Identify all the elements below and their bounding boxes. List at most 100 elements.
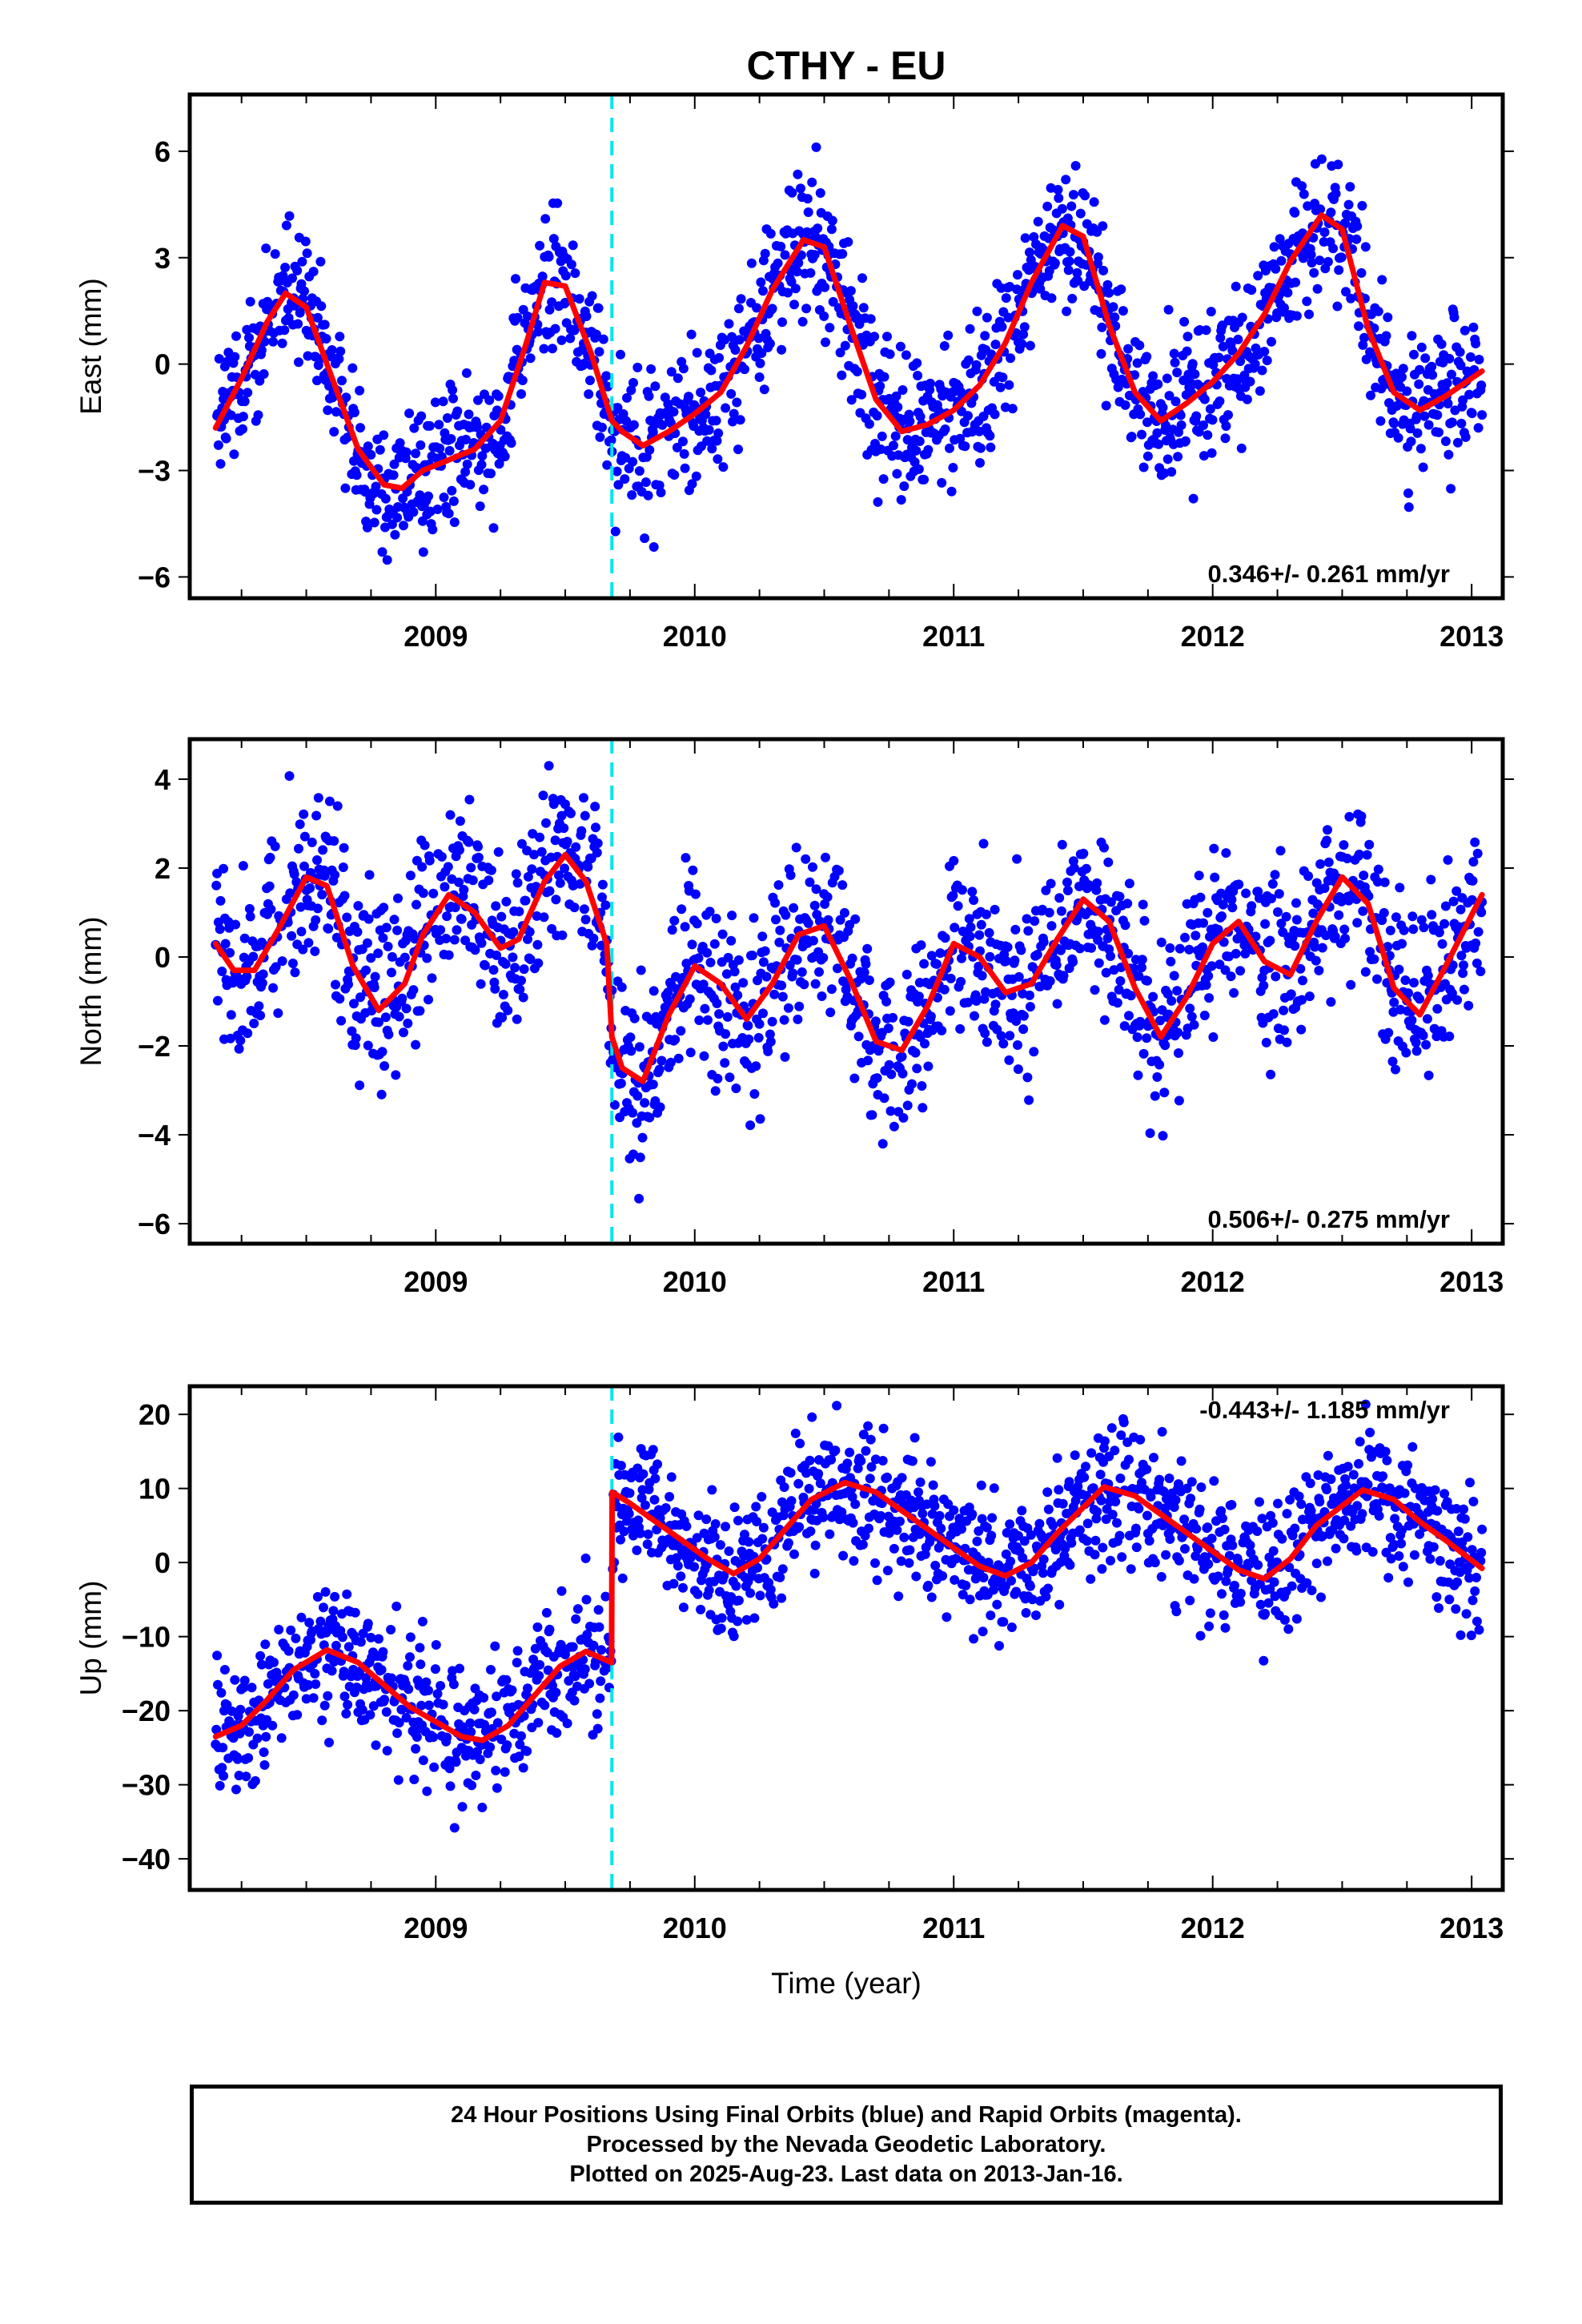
data-point (507, 1685, 517, 1695)
data-point (447, 485, 457, 496)
data-point (676, 1571, 686, 1582)
data-point (502, 1740, 512, 1751)
data-point (1456, 1630, 1466, 1640)
data-point (1070, 161, 1081, 171)
data-point (937, 1025, 947, 1035)
data-point (1383, 1573, 1394, 1583)
data-point (897, 1068, 908, 1079)
data-point (238, 861, 248, 871)
data-point (1360, 242, 1371, 252)
data-point (562, 1719, 572, 1728)
data-point (1199, 918, 1208, 928)
data-point (1322, 1485, 1332, 1494)
data-point (1307, 1586, 1317, 1595)
data-point (1310, 942, 1320, 952)
data-point (1394, 964, 1404, 975)
data-point (1236, 443, 1247, 453)
data-point (849, 1556, 859, 1566)
data-point (827, 215, 837, 226)
data-point (476, 460, 487, 470)
data-point (518, 1763, 528, 1773)
data-point (628, 378, 638, 388)
data-point (916, 940, 926, 951)
data-point (239, 396, 250, 407)
data-point (268, 983, 279, 993)
data-point (448, 496, 459, 506)
data-point (1395, 883, 1405, 893)
data-point (256, 1659, 267, 1670)
data-point (783, 1003, 793, 1013)
data-point (1460, 432, 1471, 442)
data-point (548, 344, 557, 354)
data-point (796, 250, 806, 260)
data-point (1078, 848, 1089, 858)
data-point (211, 880, 222, 891)
data-point (556, 335, 567, 345)
data-point (1274, 889, 1284, 899)
data-point (311, 810, 322, 821)
x-tick-label: 2009 (404, 1265, 468, 1298)
data-point (1158, 402, 1168, 412)
data-point (1468, 1595, 1478, 1606)
data-point (568, 1642, 578, 1652)
data-point (1389, 997, 1399, 1007)
data-point (730, 345, 741, 355)
data-point (1354, 321, 1363, 332)
data-point (231, 331, 241, 341)
data-point (302, 248, 312, 259)
data-point (921, 1499, 932, 1510)
data-point (1043, 1583, 1054, 1594)
data-point (415, 490, 425, 501)
data-point (1340, 218, 1351, 228)
data-point (458, 1722, 468, 1732)
data-point (733, 444, 743, 455)
data-point (1367, 1546, 1378, 1557)
data-point (733, 955, 744, 965)
data-point (890, 431, 901, 441)
data-point (923, 1580, 934, 1590)
data-point (1152, 1072, 1162, 1082)
data-point (746, 258, 757, 268)
data-point (1099, 842, 1109, 853)
data-point (1427, 370, 1438, 380)
data-point (1051, 960, 1062, 970)
data-point (648, 1080, 658, 1090)
data-point (963, 355, 974, 365)
data-point (1196, 1482, 1207, 1493)
data-point (249, 1019, 259, 1028)
data-point (777, 1564, 788, 1574)
y-tick-label: 0 (155, 348, 171, 381)
data-point (584, 389, 594, 400)
data-point (704, 424, 714, 435)
data-point (1442, 378, 1452, 388)
data-point (779, 1015, 789, 1025)
data-point (448, 1679, 459, 1690)
data-point (298, 944, 308, 955)
data-point (1391, 400, 1402, 411)
data-point (215, 459, 226, 469)
data-point (303, 938, 314, 948)
data-point (832, 1401, 842, 1411)
data-points (211, 1399, 1488, 1833)
data-point (244, 903, 255, 914)
data-point (1423, 971, 1433, 981)
data-point (484, 875, 494, 886)
data-point (1027, 1594, 1038, 1605)
data-point (771, 915, 781, 925)
model-fit-line (212, 851, 1485, 1084)
data-point (1460, 325, 1470, 336)
data-point (323, 923, 334, 934)
data-point (1084, 880, 1094, 891)
data-point (417, 1616, 428, 1626)
data-point (1311, 1558, 1322, 1569)
data-point (569, 1695, 580, 1706)
data-point (451, 1757, 461, 1767)
data-point (1106, 951, 1115, 961)
data-point (211, 1724, 222, 1735)
data-point (949, 1505, 959, 1515)
data-point (1204, 993, 1215, 1003)
data-point (731, 1084, 741, 1093)
data-point (1032, 950, 1042, 959)
data-point (1389, 418, 1399, 428)
data-point (231, 1784, 241, 1795)
